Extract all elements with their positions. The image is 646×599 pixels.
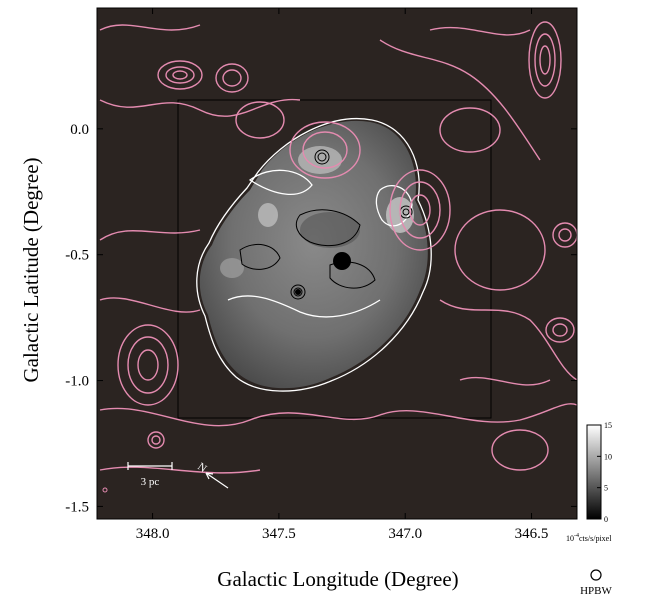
y-tick-label: -0.5: [65, 248, 89, 264]
xray-contours: [196, 118, 432, 392]
map-frame: [96, 7, 578, 520]
bright-patch: [220, 258, 244, 278]
y-tick-label: -1.0: [65, 374, 89, 390]
point-source: [295, 289, 301, 295]
north-arrow: [205, 472, 229, 489]
colorbar-tick-label: 5: [604, 484, 608, 493]
y-tick-label: -1.5: [65, 499, 89, 515]
x-tick-label: 347.5: [262, 526, 296, 542]
x-axis: 348.0 347.5 347.0 346.5: [136, 8, 549, 542]
y-axis-title: Galactic Latitude (Degree): [19, 157, 43, 382]
colorbar-ticks: 0 5 10 15: [597, 421, 612, 524]
beam-label: HPBW: [580, 585, 612, 597]
x-tick-label: 347.0: [388, 526, 422, 542]
colorbar-tick-label: 0: [604, 515, 608, 524]
y-tick-label: 0.0: [70, 122, 89, 138]
y-axis: 0.0 -0.5 -1.0 -1.5: [65, 122, 577, 515]
dark-patch: [300, 212, 360, 248]
colorbar-tick-label: 15: [604, 421, 612, 430]
map-image: 3 pc N: [99, 21, 577, 489]
radio-contours: [99, 21, 577, 474]
scale-bar: [127, 462, 173, 470]
colorbar-tick-label: 10: [604, 452, 612, 461]
x-tick-label: 348.0: [136, 526, 170, 542]
colorbar-unit: 10-4cts/s/pixel: [566, 533, 612, 543]
bright-patch: [258, 203, 278, 227]
inner-contours: [239, 149, 413, 300]
x-axis-title: Galactic Longitude (Degree): [217, 567, 458, 591]
scale-bar-label: 3 pc: [141, 476, 160, 488]
colorbar: [586, 424, 602, 520]
beam-marker-icon: [590, 569, 602, 581]
point-source: [333, 252, 351, 270]
xray-remnant: [199, 120, 428, 389]
edge-marker: [102, 487, 108, 493]
x-tick-label: 346.5: [515, 526, 549, 542]
